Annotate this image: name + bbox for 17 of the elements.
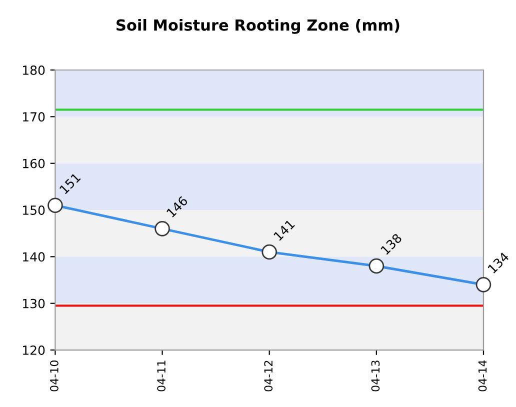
- y-tick-label: 140: [23, 252, 45, 262]
- data-label: 141: [273, 219, 295, 241]
- x-tick-label: 04-14: [478, 360, 487, 392]
- x-tick-label: 04-13: [371, 360, 380, 392]
- chart-title: Soil Moisture Rooting Zone (mm): [116, 19, 400, 34]
- x-tick-label: 04-12: [264, 360, 273, 392]
- x-tick-label: 04-11: [157, 360, 166, 392]
- y-tick-label: 180: [23, 65, 45, 75]
- data-label: 138: [380, 233, 402, 255]
- y-tick-label: 170: [23, 112, 45, 122]
- y-tick-label: 150: [23, 205, 45, 215]
- data-label: 151: [59, 172, 81, 194]
- data-label: 134: [487, 252, 510, 274]
- y-tick-label: 120: [23, 345, 45, 355]
- y-tick-label: 160: [23, 158, 45, 168]
- y-tick-label: 130: [23, 298, 45, 308]
- x-tick-label: 04-10: [50, 360, 58, 392]
